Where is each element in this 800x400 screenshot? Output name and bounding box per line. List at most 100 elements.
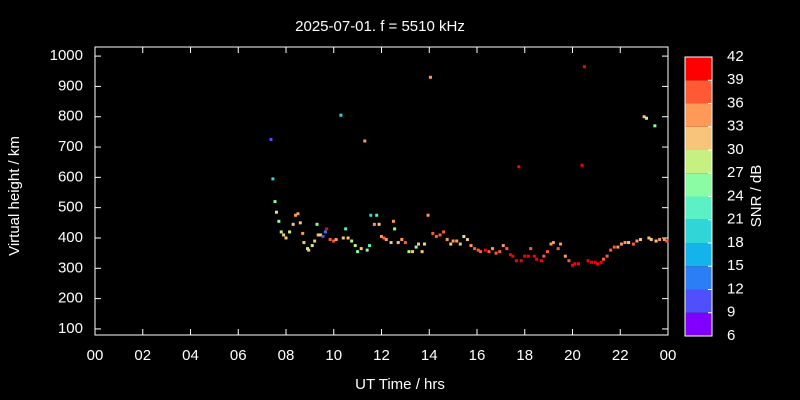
point (313, 239, 317, 243)
point (514, 259, 518, 263)
point (609, 248, 613, 252)
point (639, 238, 643, 242)
point (573, 262, 577, 266)
point (599, 260, 603, 264)
x-tick-label: 22 (612, 347, 629, 364)
point (279, 230, 283, 234)
point (511, 254, 515, 258)
colorbar-tick-label: 42 (727, 48, 744, 65)
point (505, 247, 509, 251)
colorbar-tick-label: 27 (727, 164, 744, 181)
point (344, 227, 348, 231)
point (284, 236, 288, 240)
x-tick-label: 12 (373, 347, 390, 364)
point (377, 222, 381, 226)
point (305, 247, 309, 251)
point (428, 75, 432, 79)
colorbar-swatch (685, 219, 712, 243)
point (271, 177, 275, 181)
point (623, 241, 627, 245)
point (288, 230, 292, 234)
point (323, 230, 327, 234)
point (658, 238, 662, 242)
point (316, 233, 320, 237)
point (356, 250, 360, 254)
point (350, 239, 354, 243)
point (414, 245, 418, 249)
point (382, 236, 386, 240)
x-tick-label: 02 (134, 347, 151, 364)
y-tick-label: 400 (58, 229, 83, 246)
point (291, 222, 295, 226)
point (586, 259, 590, 263)
colorbar-tick-label: 15 (727, 257, 744, 274)
point (476, 248, 480, 252)
point (315, 222, 319, 226)
colorbar-swatch (685, 126, 712, 150)
point (369, 213, 373, 217)
point (273, 200, 277, 204)
point (319, 233, 323, 237)
point (545, 250, 549, 254)
colorbar-tick-label: 9 (727, 304, 735, 321)
point (593, 260, 597, 264)
point (365, 248, 369, 252)
colorbar-swatch (685, 150, 712, 174)
point (576, 262, 580, 266)
point (582, 65, 586, 69)
point (417, 242, 421, 246)
point (649, 238, 653, 242)
y-tick-label: 700 (58, 138, 83, 155)
point (346, 236, 350, 240)
point (302, 241, 306, 245)
x-tick-label: 18 (516, 347, 533, 364)
point (384, 238, 388, 242)
point (458, 242, 462, 246)
point (556, 247, 560, 251)
point (403, 241, 407, 245)
point (529, 247, 533, 251)
point (619, 242, 623, 246)
y-tick-label: 600 (58, 168, 83, 185)
point (491, 247, 495, 251)
point (479, 250, 483, 254)
colorbar-tick-label: 33 (727, 118, 744, 135)
x-tick-label: 00 (87, 347, 104, 364)
point (301, 231, 305, 235)
point (532, 254, 536, 258)
point (645, 116, 649, 120)
point (334, 238, 338, 242)
x-tick-label: 20 (564, 347, 581, 364)
colorbar-swatch (685, 80, 712, 104)
point (590, 260, 594, 264)
colorbar-label: SNR / dB (748, 165, 765, 228)
colorbar-swatch (685, 196, 712, 220)
point (359, 247, 363, 251)
point (483, 248, 487, 252)
point (539, 259, 543, 263)
point (363, 139, 367, 143)
point (498, 250, 502, 254)
point (339, 113, 343, 117)
point (596, 262, 600, 266)
chart-title: 2025-07-01. f = 5510 kHz (295, 18, 465, 35)
point (391, 219, 395, 223)
point (517, 165, 521, 169)
point (523, 254, 527, 258)
point (411, 250, 415, 254)
point (455, 239, 459, 243)
colorbar-tick-label: 12 (727, 280, 744, 297)
point (396, 241, 400, 245)
point (372, 222, 376, 226)
point (310, 244, 314, 248)
colorbar-swatch (685, 173, 712, 197)
point (616, 245, 620, 249)
point (325, 227, 329, 231)
y-tick-label: 500 (58, 199, 83, 216)
point (487, 250, 491, 254)
colorbar-swatch (685, 57, 712, 81)
point (535, 257, 539, 261)
point (647, 236, 651, 240)
